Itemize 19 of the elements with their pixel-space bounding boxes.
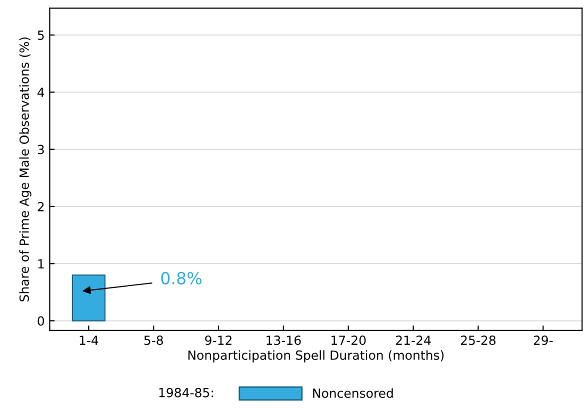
annotation: 0.8% [161,272,202,284]
y-tick-label: 3 [38,144,44,154]
y-axis-title: Share of Prime Age Male Observations (%) [19,37,32,302]
y-tick-label: 5 [38,30,44,40]
y-tick-label: 4 [38,88,44,97]
x-tick-label: 9-12 [205,336,232,346]
y-tick-label: 2 [38,202,44,212]
y-tick-label: 1 [38,259,44,268]
x-tick-label: 17-20 [332,336,366,346]
x-tick-label: 25-28 [460,336,496,346]
x-tick-label: 5-8 [144,336,163,346]
x-axis-title: Nonparticipation Spell Duration (months) [188,350,444,362]
legend-label: Noncensored [313,388,393,398]
x-tick-label: 29- [534,336,553,346]
x-tick-label: 13-16 [266,336,301,346]
legend-title: 1984-85: [159,388,213,398]
x-tick-label: 1-4 [80,336,98,345]
y-tick-label: 0 [38,316,44,326]
x-tick-label: 21-24 [396,336,431,345]
